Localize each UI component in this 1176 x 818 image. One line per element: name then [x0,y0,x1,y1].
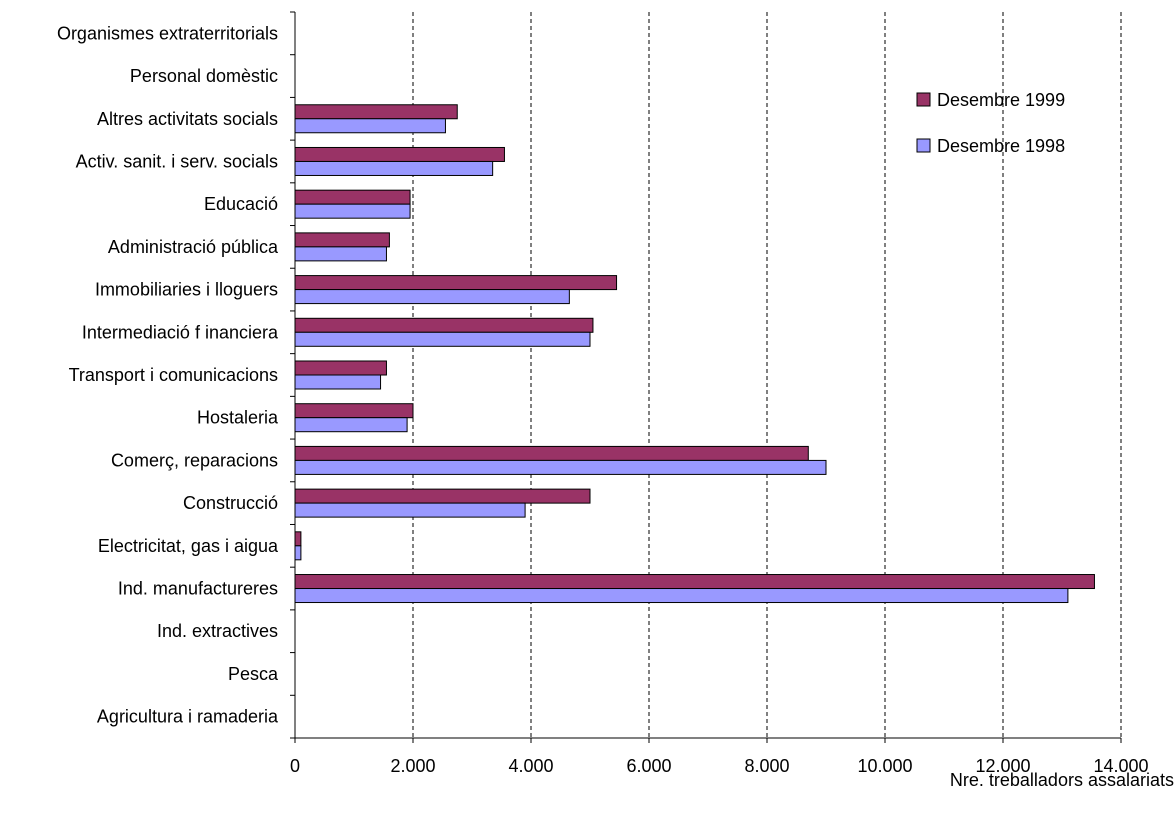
x-axis-title: Nre. treballadors assalariats [950,770,1174,790]
category-label: Immobiliaries i lloguers [95,280,278,300]
bar-desembre-1999 [294,232,390,248]
bar-desembre-1998 [294,502,526,518]
category-label: Hostaleria [197,408,279,428]
x-tick-label: 10.000 [857,756,912,776]
bar-desembre-1999 [294,104,458,120]
category-label: Transport i comunicacions [69,365,278,385]
x-tick-label: 12.000 [975,756,1030,776]
bar-desembre-1998 [294,374,382,390]
bar-desembre-1999 [294,360,387,376]
bar-desembre-1999 [294,146,505,162]
bar-desembre-1999 [294,317,594,333]
legend-swatch [916,92,931,107]
category-label: Administració pública [108,237,279,257]
legend-label: Desembre 1998 [937,136,1065,156]
category-label: Pesca [228,664,279,684]
bar-desembre-1999 [294,574,1095,590]
bar-desembre-1998 [294,417,408,433]
bar-desembre-1998 [294,160,494,176]
category-label: Comerç, reparacions [111,450,278,470]
bar-desembre-1998 [294,246,387,262]
bar-desembre-1999 [294,189,411,205]
x-tick-label: 4.000 [508,756,553,776]
bar-desembre-1998 [294,545,302,561]
category-label: Electricitat, gas i aigua [98,536,279,556]
category-label: Altres activitats socials [97,109,278,129]
bar-desembre-1998 [294,203,411,219]
x-tick-label: 8.000 [744,756,789,776]
bar-desembre-1999 [294,275,618,291]
bar-desembre-1998 [294,289,570,305]
category-label: Ind. extractives [157,621,278,641]
category-label: Activ. sanit. i serv. socials [76,151,278,171]
category-label: Ind. manufactureres [118,579,278,599]
bar-desembre-1998 [294,588,1069,604]
category-label: Construcció [183,493,278,513]
bar-desembre-1998 [294,118,446,134]
category-labels: Agricultura i ramaderia Pesca Ind. extract… [57,23,279,726]
bar-desembre-1999 [294,445,809,461]
x-tick-label: 6.000 [626,756,671,776]
bar-desembre-1998 [294,459,827,475]
category-label: Intermediació f inanciera [82,322,279,342]
category-label: Personal domèstic [130,66,278,86]
gridlines [412,12,1122,738]
x-tick-labels: 0 2.000 4.000 6.000 8.000 10.000 12.000 14.000 [290,756,1149,776]
x-tick-label: 0 [290,756,300,776]
legend-label: Desembre 1999 [937,90,1065,110]
bars [294,104,1095,604]
bar-desembre-1998 [294,331,591,347]
bar-desembre-1999 [294,531,302,547]
bar-desembre-1999 [294,403,414,419]
bar-desembre-1999 [294,488,591,504]
category-label: Organismes extraterritorials [57,23,278,43]
x-tick-label: 2.000 [390,756,435,776]
category-label: Agricultura i ramaderia [97,707,279,727]
category-label: Educació [204,194,278,214]
x-tick-label: 14.000 [1093,756,1148,776]
legend-swatch [916,138,931,153]
axes [290,11,1122,743]
legend: Desembre 1999 Desembre 1998 [916,90,1065,156]
